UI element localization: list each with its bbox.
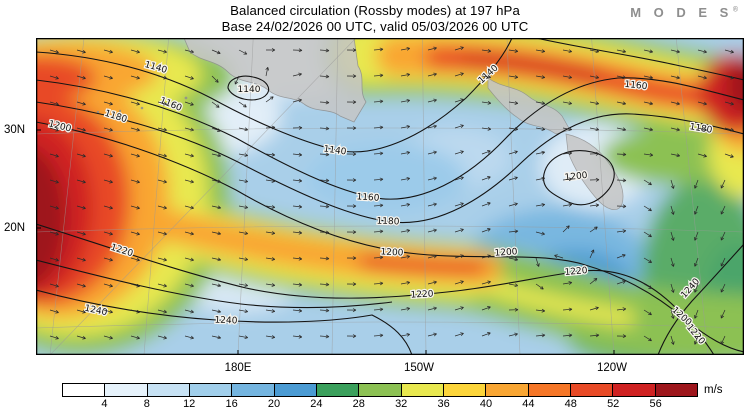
colorbar-tick-label: 36 (437, 398, 450, 408)
colorbar-unit-label: m/s (704, 384, 723, 396)
colorbar-tick-label: 16 (225, 398, 238, 408)
contour-label: 1140 (238, 85, 261, 95)
colorbar-cell (63, 384, 106, 396)
wind-speed-shading-layer (0, 9, 750, 375)
colorbar-tick-label: 32 (395, 398, 408, 408)
contour-label: 1200 (494, 247, 518, 259)
lat-label-30n: 30N (4, 124, 26, 136)
colorbar-cell (655, 384, 697, 396)
colorbar-cell (401, 384, 444, 396)
land-layer (96, 37, 624, 211)
contour-label: 1160 (356, 192, 380, 204)
contour-label: 1220 (410, 289, 434, 300)
contour-label: 1240 (214, 316, 238, 327)
contour-map-svg: 1140114011401140116011601160118011801180… (0, 9, 750, 375)
colorbar-cell (189, 384, 233, 396)
map-border (35, 37, 745, 356)
colorbar-tick-label: 52 (607, 398, 620, 408)
lon-label-150w: 150W (403, 362, 435, 374)
colorbar-tick-label: 28 (352, 398, 365, 408)
lat-label-20n: 20N (4, 222, 26, 234)
colorbar-tick-label: 12 (183, 398, 196, 408)
colorbar-tick-label: 40 (479, 398, 493, 408)
colorbar-cell (613, 384, 656, 396)
wind-arrows-layer (49, 46, 734, 345)
contour-label: 1180 (376, 217, 400, 228)
colorbar-tick-label: 44 (522, 398, 535, 408)
lon-label-180e: 180E (224, 362, 252, 374)
lon-label-120w: 120W (596, 362, 628, 374)
colorbar-cell (486, 384, 529, 396)
colorbar-tick-label: 20 (267, 398, 281, 408)
colorbar-tick-label: 8 (143, 398, 150, 408)
colorbar-cell (105, 384, 148, 396)
page-title: Balanced circulation (Rossby modes) at 1… (230, 3, 520, 18)
map-canvas: 1140 1140 1140 1140 1160 1160 1160 1180 1180 1180… (0, 9, 750, 375)
modes-logo: M O D E S® (630, 5, 738, 20)
contour-lines-layer (35, 37, 745, 356)
colorbar-cell (274, 384, 317, 396)
modes-logo-text: M O D E S (630, 5, 733, 20)
colorbar-tick-label: 56 (649, 398, 662, 408)
colorbar-tick-label: 4 (101, 398, 108, 408)
colorbar-cell (316, 384, 360, 396)
colorbar-tick-label: 48 (564, 398, 577, 408)
colorbar-cell (147, 384, 190, 396)
colorbar-cell (443, 384, 487, 396)
colorbar-cell (359, 384, 402, 396)
page-subtitle: Base 24/02/2026 00 UTC, valid 05/03/2026… (221, 19, 529, 34)
colorbar-tick-label: 24 (310, 398, 323, 408)
contour-label: 1160 (624, 80, 648, 92)
contour-label: 1220 (564, 266, 588, 278)
registered-mark: ® (732, 6, 738, 14)
colorbar (62, 383, 698, 397)
colorbar-cell (528, 384, 571, 396)
colorbar-cell (570, 384, 614, 396)
longitude-gridlines (49, 37, 709, 356)
colorbar-cell (232, 384, 275, 396)
contour-label: 1200 (380, 247, 404, 258)
